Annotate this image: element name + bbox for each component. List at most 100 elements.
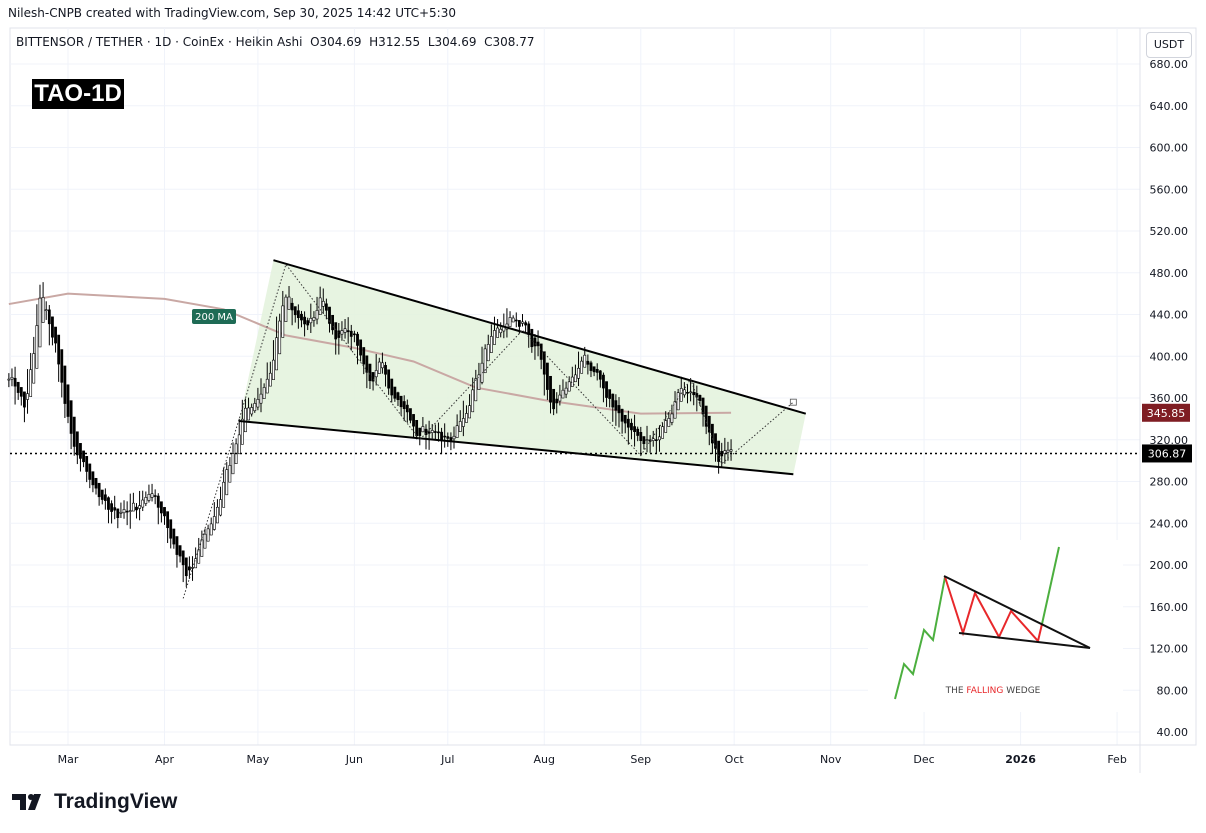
candle <box>440 431 443 441</box>
y-tick-label: 80.00 <box>1157 684 1189 697</box>
logo-text: TradingView <box>54 790 178 813</box>
y-tick-label: 440.00 <box>1150 309 1189 322</box>
symbol-legend: BITTENSOR / TETHER · 1D · CoinEx · Heiki… <box>16 35 535 49</box>
candle <box>707 415 711 433</box>
tradingview-logo[interactable]: TradingView <box>12 790 177 814</box>
candle <box>278 320 282 355</box>
candle <box>97 482 101 498</box>
candle <box>309 318 313 324</box>
candle <box>54 326 57 344</box>
candle <box>399 395 403 408</box>
candle <box>673 401 677 419</box>
candle <box>166 511 170 529</box>
candle <box>695 393 699 398</box>
candle <box>686 391 689 394</box>
candle <box>626 418 630 428</box>
candle <box>331 314 335 331</box>
candle <box>384 365 387 375</box>
candle <box>642 436 646 445</box>
candle <box>57 334 61 365</box>
candle <box>458 421 462 432</box>
candle <box>396 392 400 400</box>
candle <box>181 550 185 566</box>
candle <box>468 405 471 419</box>
candle <box>630 422 633 431</box>
wedge-lower-trendline <box>239 419 794 476</box>
ohlc-low: L304.69 <box>427 35 477 49</box>
x-tick-label: Nov <box>820 753 842 766</box>
candle <box>676 392 680 411</box>
candle <box>122 509 126 514</box>
current-price-badge-text: 306.87 <box>1148 447 1187 460</box>
candle <box>667 418 671 427</box>
x-tick-label: Sep <box>630 753 651 766</box>
ohlc-close: C308.77 <box>484 35 535 49</box>
candle <box>47 309 51 325</box>
candle <box>614 400 618 411</box>
candle <box>661 426 664 439</box>
candle <box>698 394 702 401</box>
y-tick-label: 240.00 <box>1150 517 1189 530</box>
inset-uptrend <box>894 576 946 700</box>
candle <box>474 378 478 402</box>
candle <box>402 401 406 410</box>
ticker-tag: TAO-1D <box>32 79 124 109</box>
candle <box>147 494 151 501</box>
candle <box>552 388 556 410</box>
candle <box>583 354 587 368</box>
candle <box>138 505 141 509</box>
candle <box>284 296 288 322</box>
candle <box>514 319 518 322</box>
candle <box>689 391 693 394</box>
candle <box>486 344 490 362</box>
candle <box>163 507 166 517</box>
attribution: Nilesh-CNPB created with TradingView.com… <box>8 6 456 20</box>
candle <box>623 414 627 424</box>
candle <box>244 407 247 433</box>
candle <box>131 502 135 512</box>
candle <box>477 374 481 390</box>
candle <box>116 508 120 518</box>
candle <box>91 471 95 486</box>
wedge-upper-trendline <box>273 259 807 415</box>
candle <box>75 431 79 456</box>
candle <box>549 375 552 403</box>
x-tick-label: Aug <box>534 753 555 766</box>
candle <box>639 432 643 441</box>
candle <box>546 362 549 390</box>
candle <box>729 449 733 452</box>
candle <box>539 343 543 360</box>
candle <box>79 443 82 459</box>
y-tick-label: 600.00 <box>1150 142 1189 155</box>
ma-label: 200 MA <box>195 312 233 323</box>
candle <box>598 370 602 380</box>
y-tick-label: 320.00 <box>1150 434 1189 447</box>
candle <box>682 389 686 396</box>
inset-caption-part: THE <box>945 686 967 696</box>
candle <box>197 549 201 564</box>
ma-label-box <box>192 309 236 324</box>
candle <box>723 450 727 454</box>
x-tick-label: Feb <box>1107 753 1126 766</box>
candle <box>561 389 565 399</box>
candle <box>455 425 459 438</box>
candle <box>405 404 409 413</box>
tradingview-logo-icon <box>12 794 41 810</box>
currency-button[interactable]: USDT <box>1146 32 1192 58</box>
candle <box>714 433 717 449</box>
candle <box>85 456 89 472</box>
candle <box>409 408 412 421</box>
candle <box>586 360 590 365</box>
candle <box>580 360 584 374</box>
candle <box>44 309 48 312</box>
candle <box>212 516 216 530</box>
candle <box>315 310 319 320</box>
candle <box>636 428 640 436</box>
inset-caption-part: FALLING <box>966 686 1003 696</box>
y-tick-label: 520.00 <box>1150 225 1189 238</box>
candle <box>465 413 468 423</box>
candle <box>300 313 303 321</box>
candle <box>63 365 67 404</box>
candle <box>203 533 207 549</box>
